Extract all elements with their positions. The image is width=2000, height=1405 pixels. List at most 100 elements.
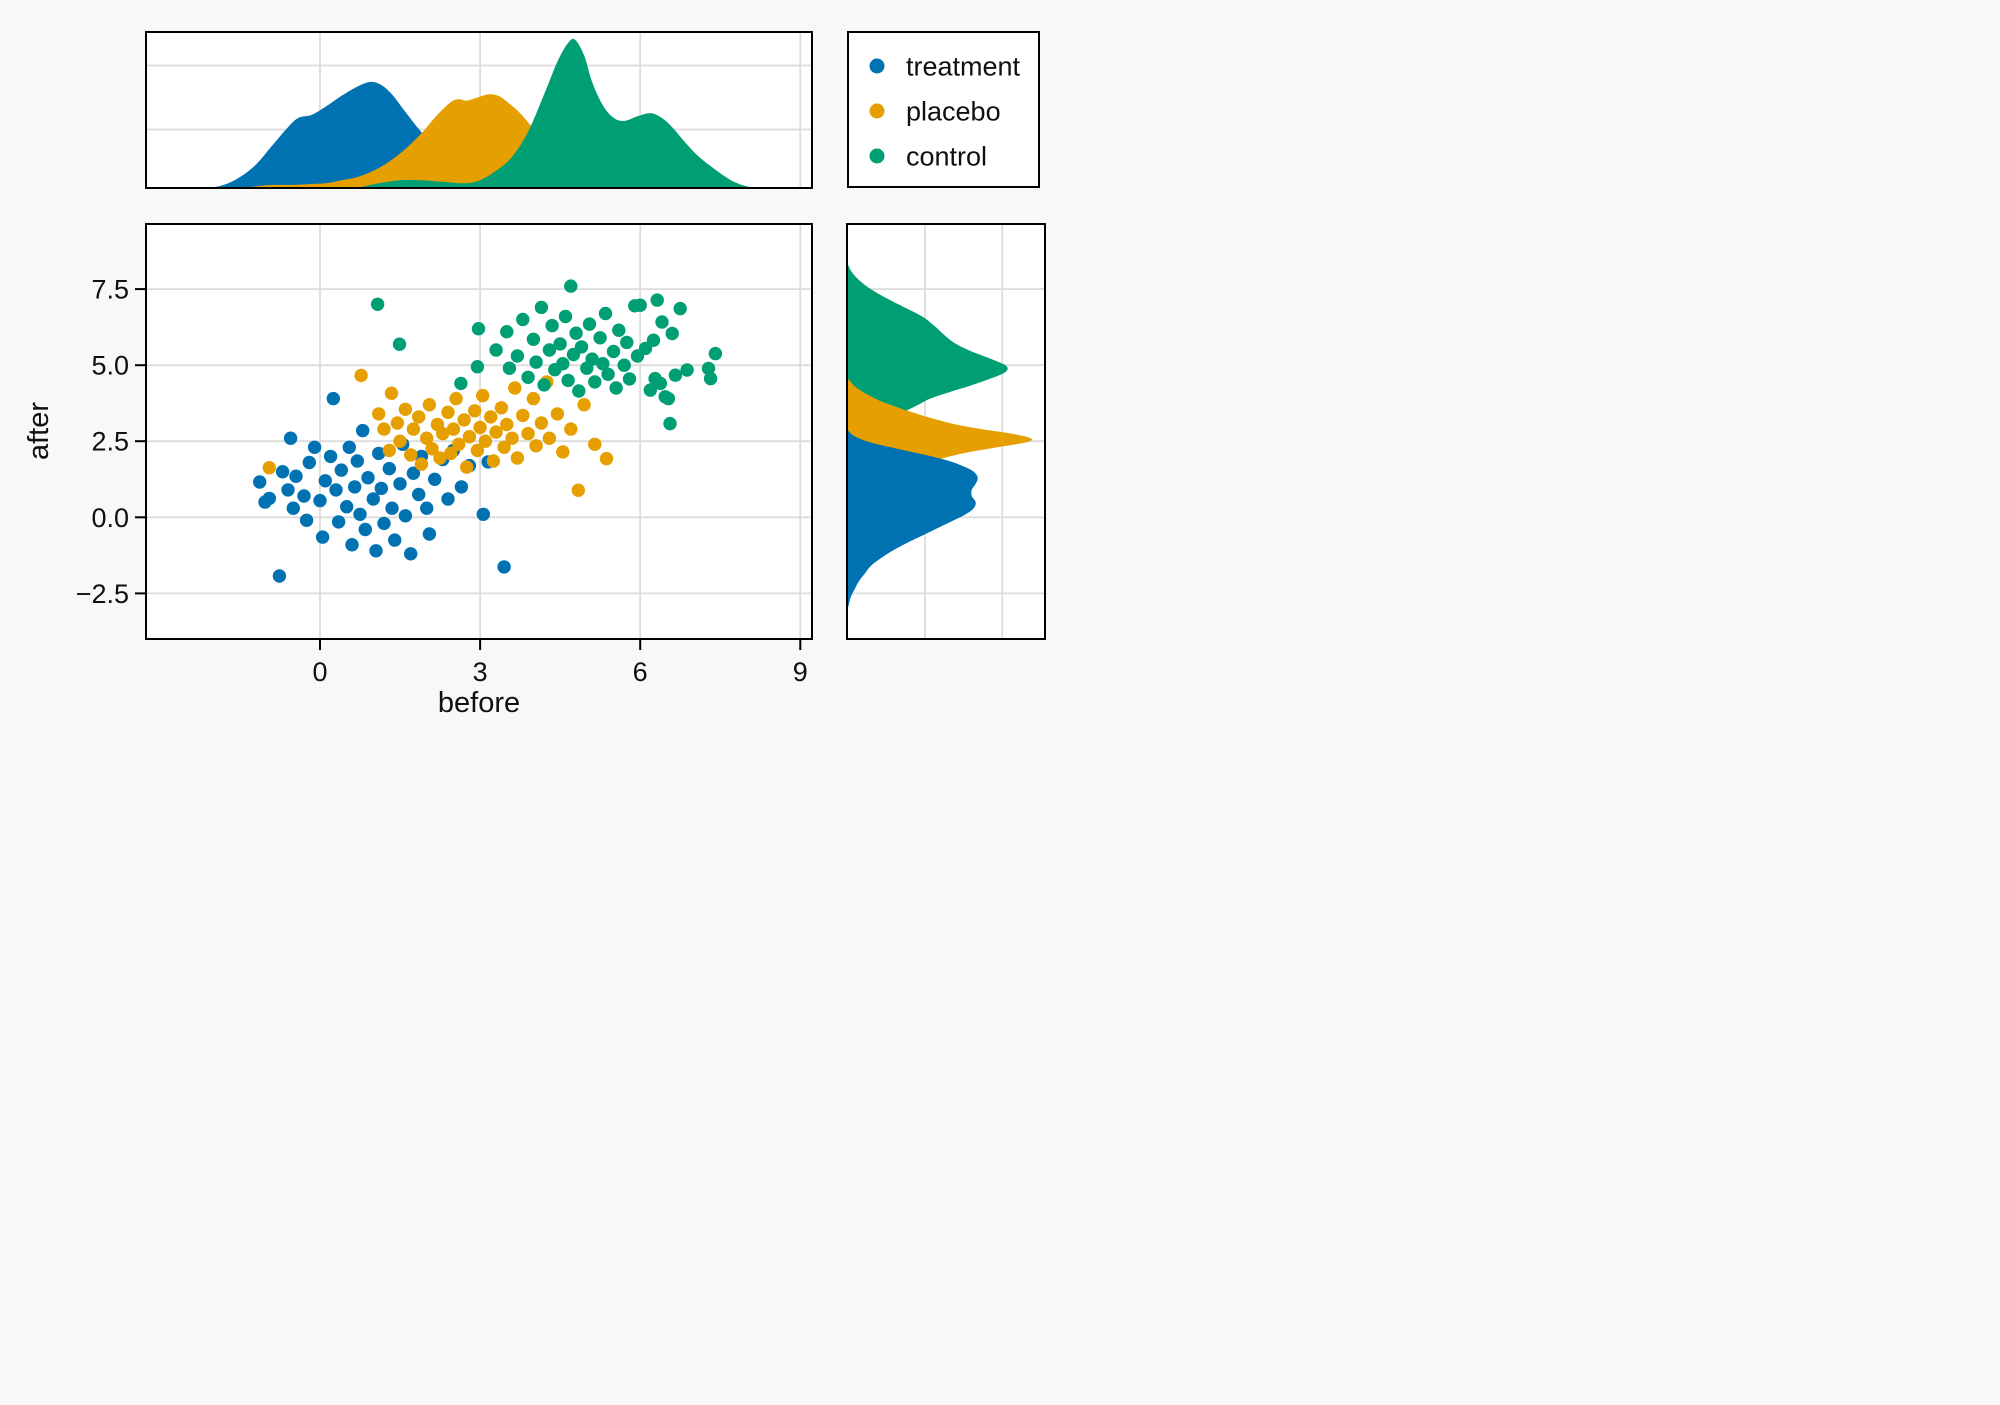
data-point-control: [673, 301, 687, 316]
data-point-placebo: [510, 451, 525, 465]
data-point-control: [596, 357, 610, 371]
data-point-control: [502, 361, 517, 375]
data-point-treatment: [497, 560, 511, 574]
data-point-control: [650, 293, 664, 307]
data-point-treatment: [334, 463, 348, 477]
data-point-treatment: [398, 509, 413, 523]
legend-label-placebo: placebo: [906, 97, 1001, 127]
data-point-treatment: [369, 544, 383, 558]
data-point-treatment: [307, 440, 322, 454]
data-point-control: [569, 326, 583, 340]
data-point-treatment: [253, 475, 267, 489]
data-point-control: [392, 337, 407, 351]
data-point-placebo: [484, 410, 498, 424]
data-point-control: [661, 391, 676, 406]
data-point-placebo: [500, 417, 514, 432]
data-point-treatment: [361, 471, 375, 485]
data-point-placebo: [404, 448, 418, 462]
data-point-placebo: [564, 422, 578, 436]
data-point-treatment: [406, 466, 421, 480]
data-point-placebo: [529, 439, 543, 453]
data-point-control: [703, 371, 718, 386]
data-point-control: [564, 279, 578, 293]
data-point-placebo: [393, 434, 407, 448]
data-point-control: [708, 346, 723, 361]
data-point-placebo: [412, 410, 426, 424]
y-tick-label-5: 5.0: [91, 351, 129, 381]
data-point-treatment: [281, 483, 295, 497]
data-point-placebo: [526, 391, 541, 406]
data-point-control: [665, 326, 679, 341]
data-point-placebo: [542, 431, 557, 445]
axis-tick-labels: 0 3 6 9 −2.5 0.0 2.5 5.0 7.5: [76, 275, 808, 687]
data-point-placebo: [473, 420, 487, 435]
data-point-treatment: [382, 461, 396, 476]
data-point-placebo: [384, 386, 399, 400]
data-point-control: [489, 343, 503, 357]
data-point-treatment: [299, 513, 314, 527]
data-point-treatment: [262, 491, 276, 506]
data-point-placebo: [372, 407, 386, 421]
data-point-treatment: [428, 472, 442, 486]
data-point-placebo: [452, 437, 466, 451]
data-point-control: [638, 341, 653, 356]
data-point-control: [643, 383, 657, 397]
data-point-placebo: [420, 431, 434, 445]
data-point-control: [612, 323, 626, 337]
data-point-placebo: [505, 431, 519, 445]
data-point-treatment: [272, 569, 287, 583]
data-point-control: [572, 384, 586, 398]
data-point-control: [542, 343, 557, 357]
data-point-control: [556, 357, 570, 371]
data-point-placebo: [433, 451, 447, 465]
data-point-treatment: [329, 483, 343, 497]
right-panel-border: [846, 223, 1046, 640]
data-point-placebo: [446, 422, 461, 436]
y-tick-label-0: 0.0: [91, 503, 129, 533]
data-point-placebo: [508, 381, 522, 395]
data-point-placebo: [425, 442, 439, 456]
data-point-control: [633, 298, 647, 312]
top-density-curves: [214, 38, 750, 187]
data-point-control: [574, 340, 589, 354]
data-point-placebo: [390, 416, 405, 430]
data-point-control: [545, 318, 559, 333]
top-panel-border: [145, 31, 813, 189]
data-point-treatment: [342, 440, 356, 454]
data-point-control: [609, 381, 623, 395]
legend: treatment placebo control: [847, 31, 1040, 188]
scatter-points: [253, 279, 723, 583]
data-point-treatment: [313, 493, 327, 508]
data-point-control: [701, 361, 716, 376]
scatter-series-treatment: [253, 391, 511, 583]
data-point-control: [585, 352, 599, 366]
data-point-treatment: [374, 481, 388, 496]
density-right-placebo: [848, 378, 1033, 534]
data-point-treatment: [350, 454, 364, 468]
data-point-placebo: [497, 440, 511, 454]
data-point-treatment: [441, 492, 455, 506]
data-point-control: [622, 372, 637, 386]
data-point-placebo: [468, 404, 482, 418]
data-point-control: [598, 306, 613, 321]
data-point-treatment: [315, 530, 330, 544]
data-point-treatment: [286, 501, 300, 515]
data-point-treatment: [340, 500, 354, 514]
data-point-treatment: [358, 522, 372, 537]
data-point-treatment: [404, 547, 418, 561]
data-point-treatment: [297, 489, 311, 503]
data-point-control: [470, 360, 485, 374]
x-tick-label-0: 0: [312, 657, 327, 687]
data-point-placebo: [489, 425, 503, 439]
legend-label-treatment: treatment: [906, 52, 1021, 82]
data-point-placebo: [444, 446, 458, 461]
data-point-placebo: [494, 401, 509, 415]
data-point-placebo: [457, 413, 471, 427]
data-point-control: [521, 370, 535, 384]
y-tick-label-2.5: 2.5: [91, 427, 129, 457]
y-tick-label--2.5: −2.5: [76, 579, 129, 609]
data-point-placebo: [476, 388, 490, 403]
scatter-series-control: [370, 279, 723, 431]
data-point-control: [655, 315, 669, 329]
